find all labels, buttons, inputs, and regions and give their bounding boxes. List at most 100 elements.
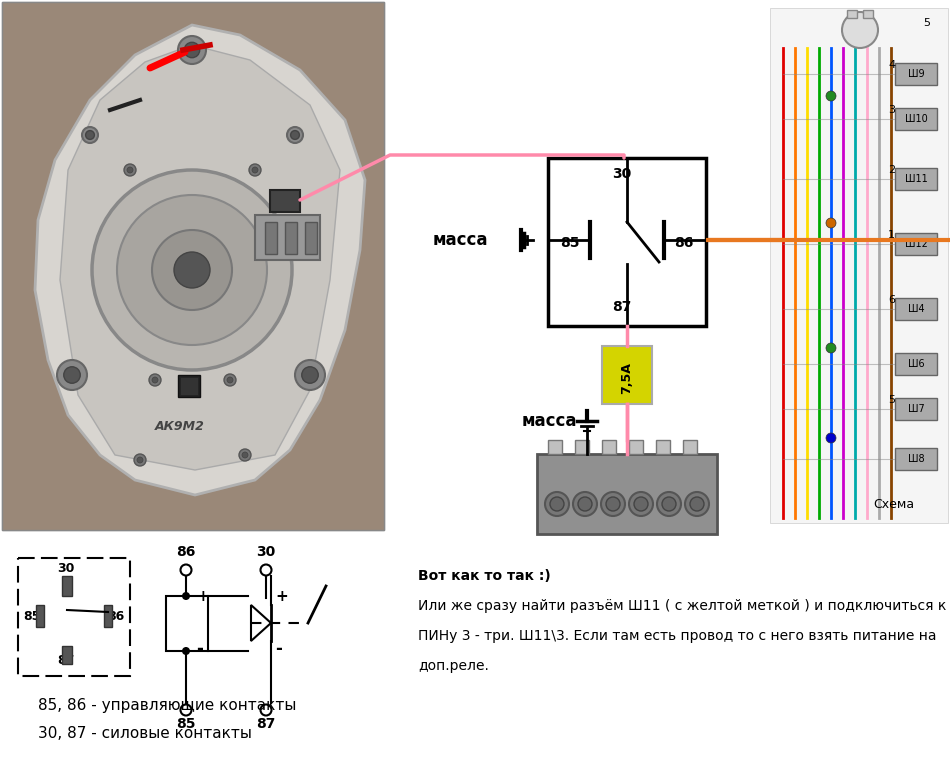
Text: 86: 86 — [176, 545, 196, 559]
Text: -: - — [275, 640, 281, 658]
Circle shape — [634, 497, 648, 511]
Text: масса: масса — [433, 231, 488, 249]
Circle shape — [301, 367, 319, 383]
Polygon shape — [60, 45, 340, 470]
Bar — [270, 190, 300, 212]
Bar — [305, 222, 317, 254]
Circle shape — [550, 497, 564, 511]
Text: Ш8: Ш8 — [907, 454, 924, 464]
Text: +: + — [196, 589, 209, 604]
Bar — [895, 353, 937, 375]
Circle shape — [690, 497, 704, 511]
Bar — [255, 215, 320, 260]
Circle shape — [152, 377, 158, 383]
Text: Или же сразу найти разъём Ш11 ( с желтой меткой ) и подключиться к: Или же сразу найти разъём Ш11 ( с желтой… — [418, 599, 946, 613]
Bar — [895, 233, 937, 255]
Text: 30: 30 — [257, 545, 276, 559]
Circle shape — [152, 230, 232, 310]
Circle shape — [137, 457, 143, 463]
Circle shape — [261, 705, 271, 716]
Bar — [548, 440, 562, 454]
Circle shape — [578, 497, 592, 511]
Circle shape — [826, 343, 836, 353]
Circle shape — [117, 195, 267, 345]
Circle shape — [249, 164, 261, 176]
Text: 85, 86 - управляющие контакты: 85, 86 - управляющие контакты — [38, 698, 297, 713]
Text: масса: масса — [521, 412, 577, 430]
Bar — [36, 605, 44, 627]
Text: Вот как то так :): Вот как то так :) — [418, 569, 551, 583]
Text: Ш11: Ш11 — [904, 174, 927, 184]
Circle shape — [227, 377, 233, 383]
Text: доп.реле.: доп.реле. — [418, 659, 489, 673]
Circle shape — [657, 492, 681, 516]
Bar — [2, 2, 384, 530]
Bar — [537, 454, 717, 534]
Circle shape — [606, 497, 620, 511]
Bar — [895, 298, 937, 320]
Text: АК9М2: АК9М2 — [155, 420, 204, 433]
Text: 86: 86 — [674, 236, 693, 250]
Circle shape — [182, 647, 190, 655]
Bar — [602, 440, 616, 454]
Text: 4: 4 — [888, 60, 895, 70]
Circle shape — [64, 367, 80, 383]
Text: 5: 5 — [923, 18, 930, 28]
Bar — [683, 440, 697, 454]
Polygon shape — [35, 25, 365, 495]
Text: +: + — [275, 589, 288, 604]
Circle shape — [92, 170, 292, 370]
Bar — [62, 646, 72, 664]
Text: 1: 1 — [888, 230, 895, 240]
Circle shape — [826, 91, 836, 101]
Bar — [2, 2, 384, 530]
Text: 30: 30 — [612, 167, 631, 181]
Circle shape — [224, 374, 236, 386]
Circle shape — [181, 705, 191, 716]
Bar — [895, 448, 937, 470]
Circle shape — [124, 164, 136, 176]
Text: 6: 6 — [888, 295, 895, 305]
Text: 87: 87 — [257, 717, 276, 731]
Text: 3: 3 — [888, 105, 895, 115]
Circle shape — [184, 42, 200, 58]
Circle shape — [181, 564, 191, 575]
Text: Ш12: Ш12 — [904, 239, 927, 249]
Text: 87: 87 — [57, 654, 75, 667]
Bar — [895, 108, 937, 130]
Text: ПИНу 3 - три. Ш11\3. Если там есть провод то с него взять питание на: ПИНу 3 - три. Ш11\3. Если там есть прово… — [418, 629, 937, 643]
Circle shape — [662, 497, 676, 511]
Bar — [548, 158, 706, 326]
Circle shape — [57, 360, 87, 390]
Circle shape — [287, 127, 303, 143]
Circle shape — [842, 12, 878, 48]
Circle shape — [291, 131, 300, 140]
Bar — [62, 576, 72, 596]
Text: 87: 87 — [612, 300, 631, 314]
Text: 2: 2 — [888, 165, 895, 175]
Text: Схема: Схема — [873, 498, 914, 511]
Bar — [895, 63, 937, 85]
Circle shape — [601, 492, 625, 516]
Circle shape — [82, 127, 98, 143]
Circle shape — [826, 218, 836, 228]
Polygon shape — [251, 605, 271, 641]
Text: Ш6: Ш6 — [907, 359, 924, 369]
Circle shape — [239, 449, 251, 461]
Text: Ш10: Ш10 — [904, 114, 927, 124]
Bar — [847, 10, 857, 18]
Circle shape — [86, 131, 94, 140]
Circle shape — [149, 374, 161, 386]
Bar — [104, 605, 112, 627]
Text: 85: 85 — [24, 610, 41, 623]
Bar — [863, 10, 873, 18]
Bar — [770, 8, 948, 523]
Text: 5: 5 — [888, 395, 895, 405]
Bar — [166, 596, 208, 651]
Bar — [895, 398, 937, 420]
Circle shape — [261, 564, 271, 575]
Bar — [629, 440, 643, 454]
Circle shape — [573, 492, 597, 516]
Bar — [265, 222, 277, 254]
Circle shape — [685, 492, 709, 516]
